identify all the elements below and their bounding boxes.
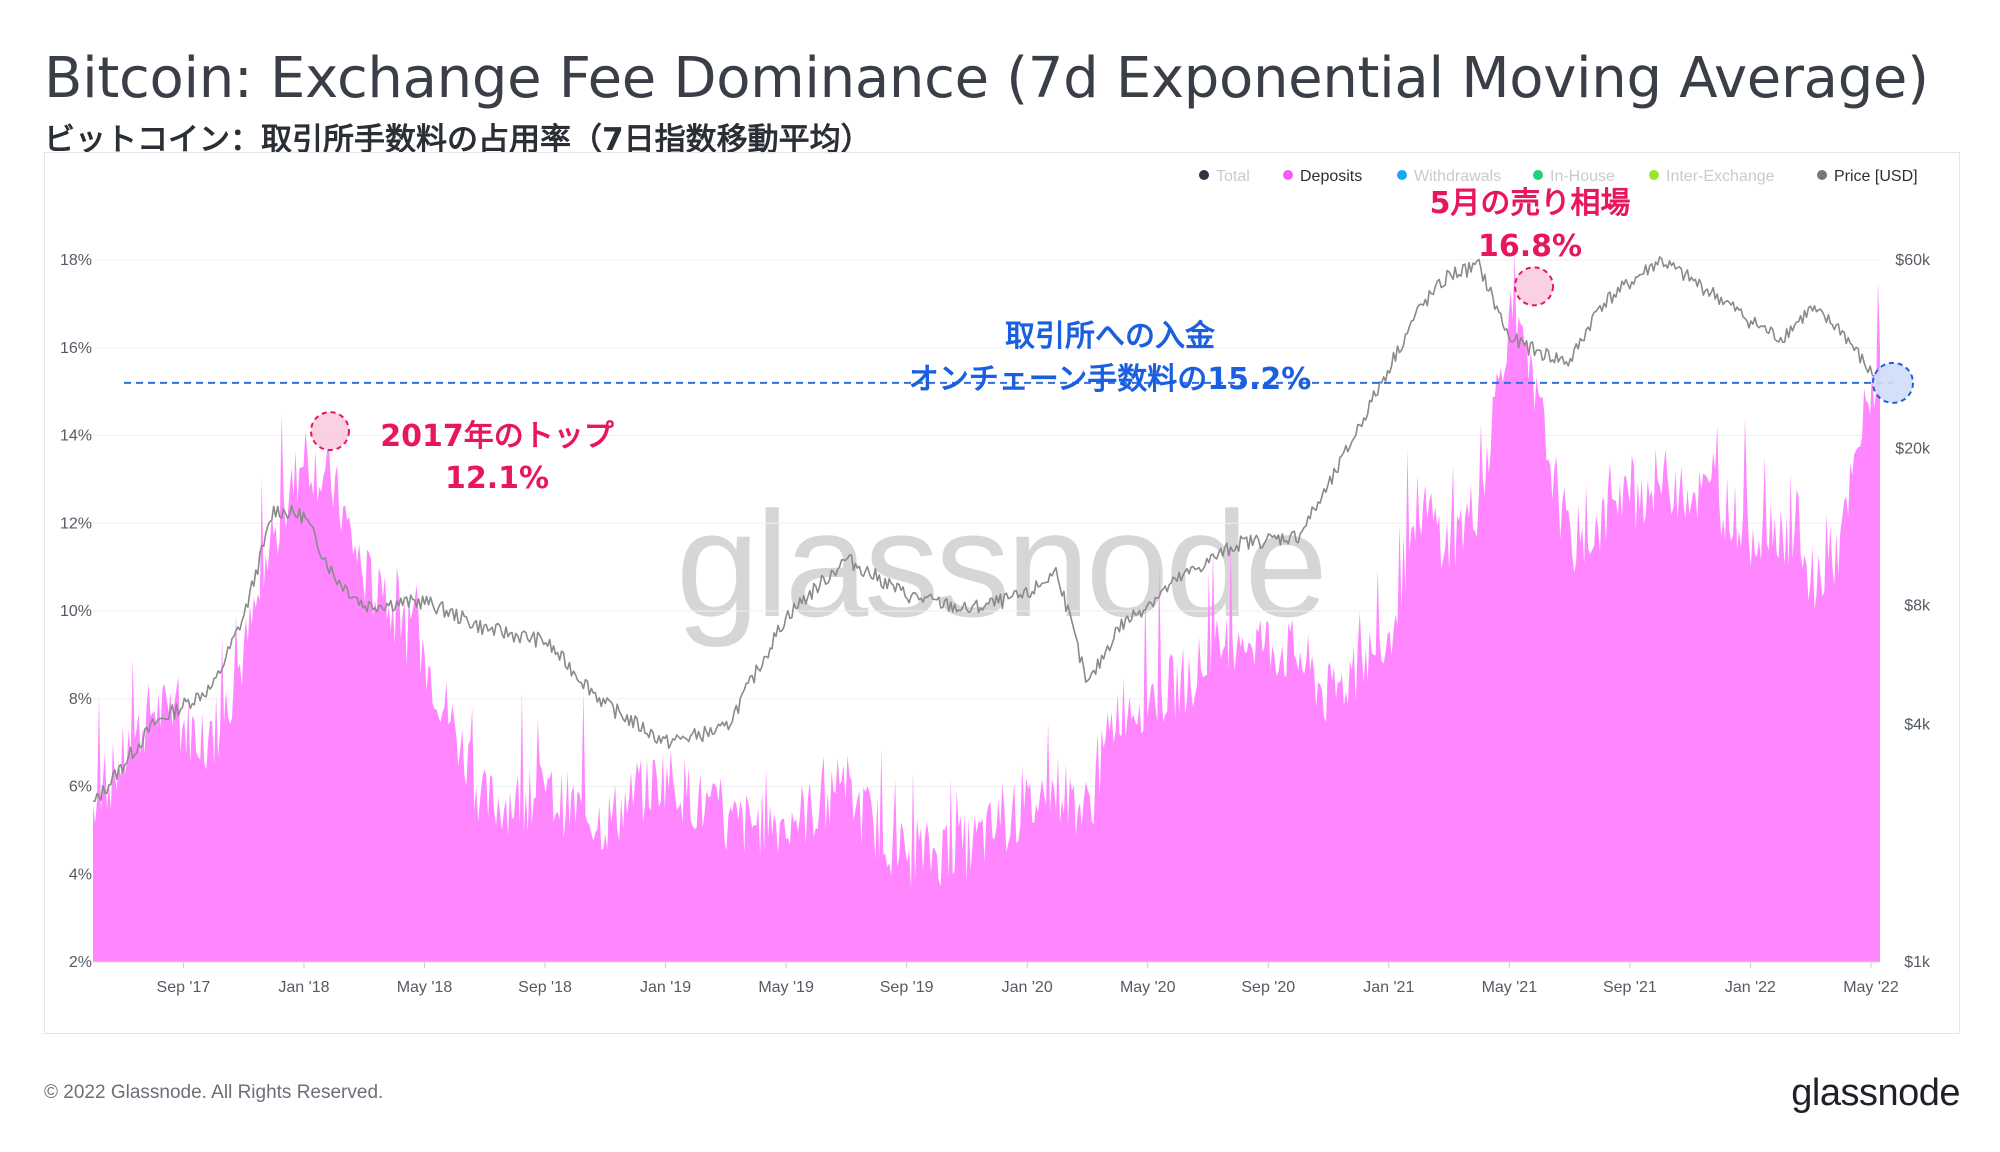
- page-title: Bitcoin: Exchange Fee Dominance (7d Expo…: [44, 46, 1929, 111]
- y-right-tick-label: $60k: [1895, 252, 1931, 269]
- legend: Total Deposits Withdrawals In-House Inter-Ex…: [1199, 168, 1918, 185]
- legend-marker[interactable]: [1283, 170, 1293, 180]
- x-tick-label: May '21: [1482, 979, 1538, 996]
- y-right-tick-label: $4k: [1904, 716, 1931, 733]
- legend-label[interactable]: Price [USD]: [1834, 168, 1918, 185]
- y-right-tick-label: $1k: [1904, 954, 1931, 971]
- legend-label[interactable]: Withdrawals: [1414, 168, 1501, 185]
- annotation-may-selloff-value: 16.8%: [1478, 229, 1582, 264]
- legend-marker[interactable]: [1817, 170, 1827, 180]
- legend-label[interactable]: Deposits: [1300, 168, 1362, 185]
- annotation-marker-deposits-share: [1872, 361, 1914, 404]
- chart-frame: [44, 152, 1960, 1034]
- annotation-may-selloff-label: 5月の売り相場: [1430, 186, 1631, 221]
- copyright-footer: © 2022 Glassnode. All Rights Reserved.: [44, 1082, 384, 1103]
- x-tick-label: May '20: [1120, 979, 1176, 996]
- y-left-tick-label: 8%: [69, 691, 92, 708]
- y-axis-left: 2% 4% 6% 8% 10% 12% 14% 16% 18%: [60, 252, 92, 971]
- deposits-area-series: [93, 252, 1880, 963]
- x-tick-label: May '18: [397, 979, 453, 996]
- x-tick-label: Jan '21: [1363, 979, 1414, 996]
- annotation-marker-may-selloff: [1514, 266, 1554, 307]
- annotation-2017-top-label: 2017年のトップ: [380, 419, 614, 454]
- legend-marker[interactable]: [1649, 170, 1659, 180]
- legend-marker[interactable]: [1199, 170, 1209, 180]
- y-left-tick-label: 6%: [69, 779, 92, 796]
- price-line: [92, 256, 1881, 803]
- annotation-deposits-value: オンチェーン手数料の15.2%: [909, 362, 1312, 397]
- annotation-marker-2017-top: [310, 411, 350, 452]
- x-tick-label: Sep '18: [518, 979, 572, 996]
- legend-label[interactable]: In-House: [1550, 168, 1615, 185]
- y-left-tick-label: 14%: [60, 428, 92, 445]
- x-axis: Sep '17 Jan '18 May '18 Sep '18 Jan '19 May '…: [93, 961, 1899, 996]
- annotations: 2017年のトップ 12.1% 5月の売り相場 16.8% 取引所への入金オンチェーン手…: [310, 186, 1914, 496]
- legend-label[interactable]: Total: [1216, 168, 1250, 185]
- y-right-tick-label: $20k: [1895, 440, 1931, 457]
- annotation-2017-top-value: 12.1%: [445, 461, 549, 496]
- x-tick-label: Sep '20: [1241, 979, 1295, 996]
- annotation-deposits-label: 取引所への入金: [1005, 319, 1216, 354]
- price-line-series: [92, 256, 1881, 803]
- y-left-tick-label: 16%: [60, 340, 92, 357]
- x-tick-label: Jan '19: [640, 979, 691, 996]
- y-right-tick-label: $8k: [1904, 597, 1931, 614]
- legend-marker[interactable]: [1397, 170, 1407, 180]
- y-left-tick-label: 2%: [69, 954, 92, 971]
- x-tick-label: Sep '17: [157, 979, 211, 996]
- x-tick-label: Sep '19: [880, 979, 934, 996]
- y-left-tick-label: 10%: [60, 603, 92, 620]
- x-tick-label: Jan '22: [1725, 979, 1776, 996]
- y-left-tick-label: 12%: [60, 515, 92, 532]
- x-tick-label: Sep '21: [1603, 979, 1657, 996]
- legend-marker[interactable]: [1533, 170, 1543, 180]
- x-tick-label: Jan '18: [278, 979, 329, 996]
- y-left-tick-label: 4%: [69, 866, 92, 883]
- legend-label[interactable]: Inter-Exchange: [1666, 168, 1775, 185]
- x-tick-label: May '22: [1843, 979, 1899, 996]
- glassnode-logo: glassnode: [1791, 1072, 1960, 1114]
- y-axis-right: $1k $4k $8k $20k $60k: [1895, 252, 1931, 971]
- x-tick-label: May '19: [758, 979, 814, 996]
- y-left-tick-label: 18%: [60, 252, 92, 269]
- x-tick-label: Jan '20: [1002, 979, 1053, 996]
- deposits-area: [93, 252, 1880, 963]
